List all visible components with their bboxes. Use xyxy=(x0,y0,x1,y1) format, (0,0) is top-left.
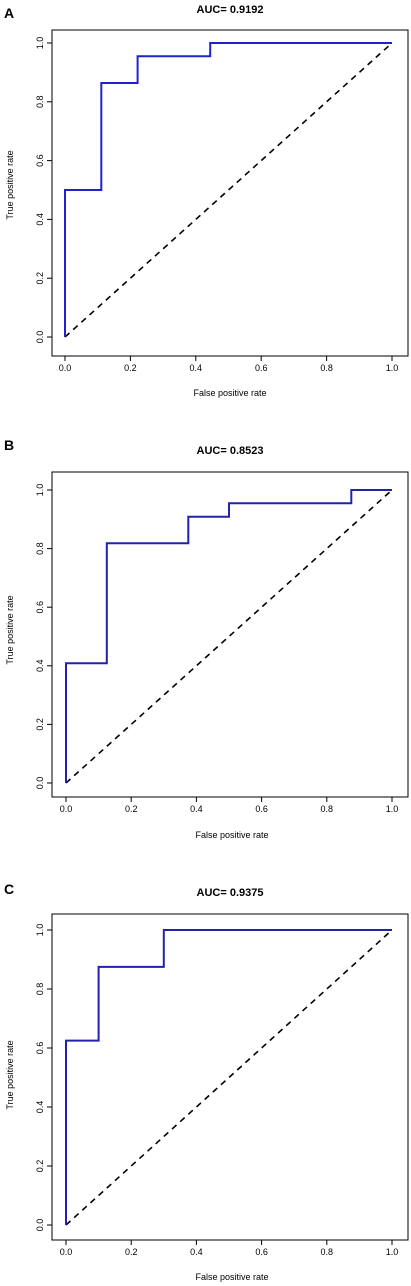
y-tick-label: 0.2 xyxy=(35,272,45,285)
y-axis-label: True positive rate xyxy=(5,150,15,219)
x-tick-label: 0.6 xyxy=(255,363,268,373)
x-axis-ticks: 0.0 0.2 0.4 0.6 0.8 1.0 xyxy=(60,1240,399,1257)
x-tick-label: 1.0 xyxy=(386,1247,399,1257)
x-tick-label: 0.2 xyxy=(125,804,138,814)
x-axis-label: False positive rate xyxy=(195,1272,268,1282)
plot-frame xyxy=(51,913,409,1241)
y-tick-label: 1.0 xyxy=(35,924,45,937)
chart-title: AUC= 0.8523 xyxy=(197,445,264,457)
plot-frame xyxy=(51,471,409,798)
roc-curve xyxy=(65,929,392,1225)
y-tick-label: 1.0 xyxy=(35,37,45,50)
x-axis-label: False positive rate xyxy=(193,388,266,398)
y-axis-ticks: 0.0 0.2 0.4 0.6 0.8 1.0 xyxy=(35,484,52,790)
roc-curve xyxy=(64,42,392,337)
plot-area xyxy=(51,913,409,1241)
x-tick-label: 0.4 xyxy=(190,804,203,814)
x-axis-label: False positive rate xyxy=(195,830,268,840)
y-tick-label: 0.2 xyxy=(35,1160,45,1173)
y-axis-label: True positive rate xyxy=(5,595,15,664)
y-tick-label: 0.0 xyxy=(35,777,45,790)
y-tick-label: 1.0 xyxy=(35,484,45,497)
roc-panel-c: C AUC= 0.9375 False positive rate True p… xyxy=(4,881,409,1282)
y-axis-ticks: 0.0 0.2 0.4 0.6 0.8 1.0 xyxy=(35,924,52,1232)
y-tick-label: 0.8 xyxy=(35,96,45,109)
x-tick-label: 0.8 xyxy=(320,363,333,373)
chart-title: AUC= 0.9192 xyxy=(197,4,264,16)
y-tick-label: 0.0 xyxy=(35,331,45,344)
roc-panel-a: A AUC= 0.9192 False positive rate True p… xyxy=(4,4,409,398)
x-tick-label: 1.0 xyxy=(386,363,399,373)
y-tick-label: 0.2 xyxy=(35,718,45,731)
x-tick-label: 0.2 xyxy=(125,1247,138,1257)
x-axis-ticks: 0.0 0.2 0.4 0.6 0.8 1.0 xyxy=(59,356,399,373)
y-tick-label: 0.8 xyxy=(35,542,45,555)
x-tick-label: 0.6 xyxy=(255,1247,268,1257)
panel-letter: B xyxy=(4,437,14,453)
roc-curve xyxy=(65,489,392,783)
y-axis-label: True positive rate xyxy=(5,1040,15,1109)
panel-letter: A xyxy=(4,5,14,21)
y-tick-label: 0.4 xyxy=(35,660,45,673)
plot-area xyxy=(51,471,409,798)
reference-diagonal xyxy=(64,42,393,338)
roc-panel-b: B AUC= 0.8523 False positive rate True p… xyxy=(4,437,409,840)
x-tick-label: 0.2 xyxy=(124,363,137,373)
reference-diagonal xyxy=(65,489,393,784)
y-axis-ticks: 0.0 0.2 0.4 0.6 0.8 1.0 xyxy=(35,37,52,344)
y-tick-label: 0.0 xyxy=(35,1219,45,1232)
x-tick-label: 0.0 xyxy=(59,363,72,373)
x-tick-label: 0.4 xyxy=(190,1247,203,1257)
x-tick-label: 0.0 xyxy=(60,1247,73,1257)
plot-frame xyxy=(51,29,409,357)
plot-area xyxy=(51,29,409,357)
reference-diagonal xyxy=(65,929,393,1226)
x-axis-ticks: 0.0 0.2 0.4 0.6 0.8 1.0 xyxy=(60,797,399,814)
y-tick-label: 0.4 xyxy=(35,213,45,226)
x-tick-label: 0.4 xyxy=(190,363,203,373)
y-tick-label: 0.6 xyxy=(35,1042,45,1055)
panel-letter: C xyxy=(4,881,14,897)
x-tick-label: 0.8 xyxy=(321,1247,334,1257)
x-tick-label: 0.8 xyxy=(321,804,334,814)
x-tick-label: 0.6 xyxy=(255,804,268,814)
x-tick-label: 0.0 xyxy=(60,804,73,814)
y-tick-label: 0.6 xyxy=(35,601,45,614)
x-tick-label: 1.0 xyxy=(386,804,399,814)
y-tick-label: 0.6 xyxy=(35,154,45,167)
chart-title: AUC= 0.9375 xyxy=(197,887,264,899)
y-tick-label: 0.4 xyxy=(35,1101,45,1114)
y-tick-label: 0.8 xyxy=(35,983,45,996)
